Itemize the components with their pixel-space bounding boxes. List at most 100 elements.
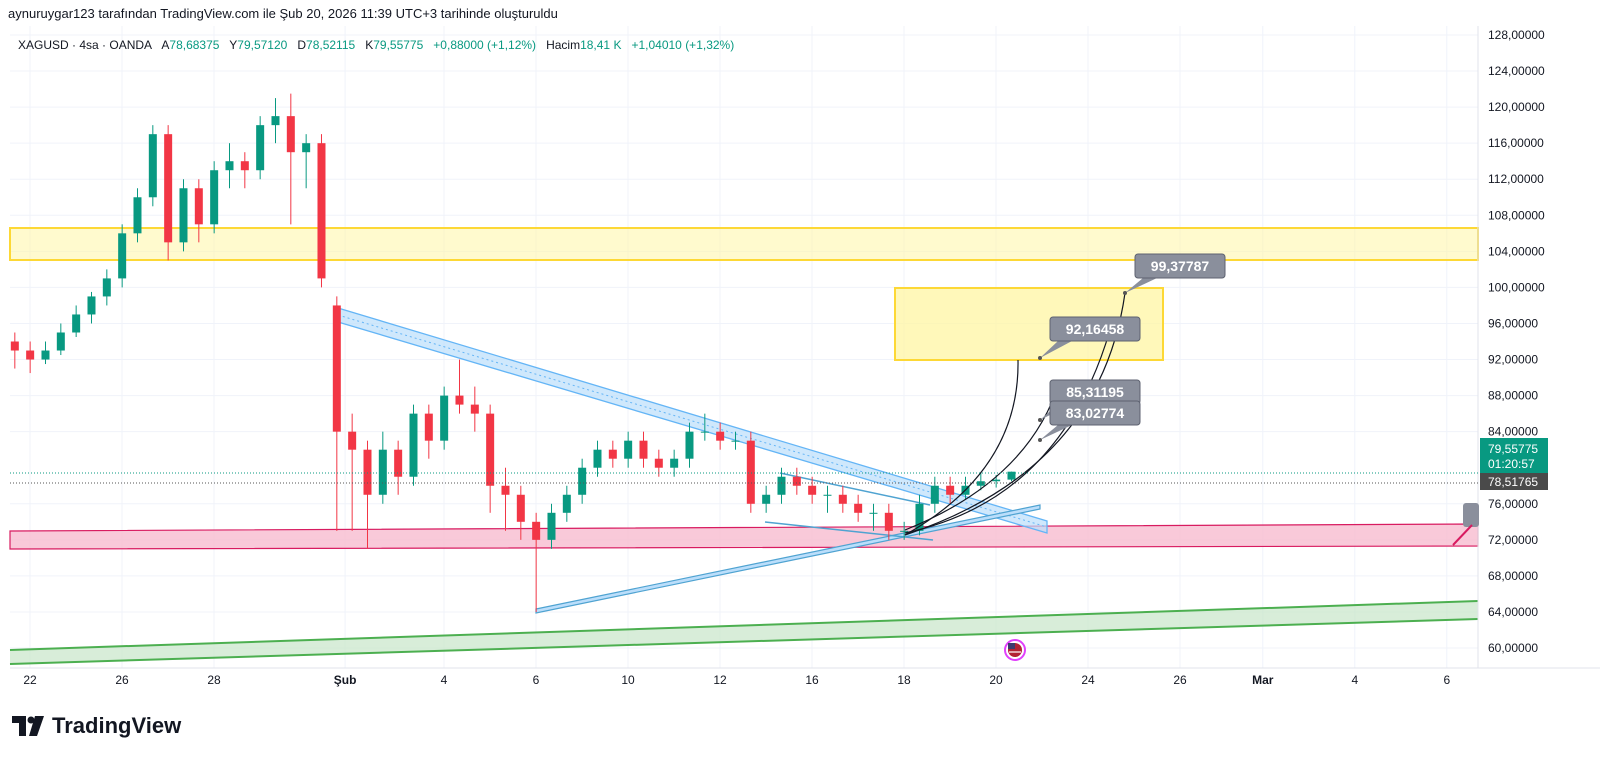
candle <box>87 291 96 324</box>
candle-body <box>884 512 893 531</box>
high-label: Y <box>229 38 238 52</box>
candle-body <box>624 440 633 459</box>
candle-body <box>87 296 96 315</box>
tradingview-logo[interactable]: TradingView <box>12 713 181 739</box>
date-tick: 22 <box>23 673 37 687</box>
price-tick: 116,00000 <box>1488 136 1544 150</box>
date-tick: 10 <box>621 673 635 687</box>
candle <box>440 386 449 450</box>
ascending-trendline[interactable] <box>535 504 1041 614</box>
candle <box>884 503 893 540</box>
candle-body <box>578 467 587 495</box>
candle <box>363 440 372 549</box>
candle-body <box>72 314 81 333</box>
target-callout[interactable]: 83,02774 <box>1038 400 1141 442</box>
candle <box>792 467 801 495</box>
date-tick: 28 <box>207 673 221 687</box>
candle <box>593 440 602 477</box>
candle-body <box>348 431 357 450</box>
chart-attribution: aynuruygar123 tarafından TradingView.com… <box>8 6 558 21</box>
candle <box>700 413 709 441</box>
green-channel-top[interactable] <box>9 600 1479 651</box>
candle-body <box>762 494 771 504</box>
candle-body <box>900 530 909 532</box>
candle <box>578 458 587 504</box>
candle <box>532 512 541 612</box>
price-axis[interactable]: 128,00000 124,00000 120,00000 116,00000 112,… <box>1488 28 1545 655</box>
callout-anchor <box>1123 291 1127 295</box>
last-price-badge <box>1480 438 1548 473</box>
date-tick: 20 <box>989 673 1003 687</box>
candle <box>777 467 786 504</box>
candle <box>823 485 832 513</box>
candle-body <box>440 395 449 441</box>
candle <box>486 404 495 513</box>
volume-value: 18,41 K <box>580 38 622 52</box>
tradingview-wordmark: TradingView <box>52 713 182 738</box>
price-tick: 68,00000 <box>1488 569 1538 583</box>
candle-body <box>639 440 648 459</box>
target-callout[interactable]: 92,16458 <box>1038 316 1141 360</box>
candle <box>56 323 65 356</box>
offscreen-callout[interactable] <box>1463 503 1479 527</box>
price-tick: 100,00000 <box>1488 280 1545 294</box>
candle-body <box>808 485 817 495</box>
candle-body <box>409 413 418 477</box>
candle <box>976 472 985 491</box>
candle-body <box>823 494 832 496</box>
candle-body <box>777 476 786 495</box>
candle-body <box>302 143 311 153</box>
price-tick: 72,00000 <box>1488 533 1538 547</box>
candle-body <box>654 458 663 468</box>
candle <box>562 485 571 522</box>
candle-body <box>547 512 556 540</box>
resistance-zone[interactable] <box>9 227 1479 261</box>
candle <box>394 440 403 495</box>
candle-body <box>731 440 740 442</box>
callout-text: 85,31195 <box>1066 384 1124 400</box>
candle-body <box>210 170 219 225</box>
candle-body <box>593 449 602 468</box>
green-channel[interactable] <box>10 601 1478 664</box>
close-label: K <box>365 38 374 52</box>
callout-pointer <box>1125 278 1157 293</box>
callout-box <box>1049 400 1141 426</box>
candle <box>1007 471 1016 482</box>
callout-anchor <box>1038 356 1042 360</box>
callout-box <box>1134 253 1226 279</box>
candle <box>240 152 249 189</box>
candle <box>731 431 740 450</box>
candle <box>746 431 755 513</box>
symbol-info[interactable]: XAGUSD · 4sa · OANDA <box>18 38 153 52</box>
projection-curve-4[interactable] <box>904 329 1111 534</box>
flag-icon[interactable] <box>1004 639 1026 661</box>
offscreen-callout-pointer <box>1452 524 1473 546</box>
triangle-lower-line[interactable] <box>764 521 934 541</box>
candle <box>854 494 863 522</box>
time-axis[interactable]: 22 26 28 Şub 4 6 10 12 16 18 20 24 26 Mar 4 6 <box>23 673 1450 687</box>
date-tick: 26 <box>115 673 129 687</box>
candle-body <box>394 449 403 477</box>
change-value: +0,88000 (+1,12%) <box>433 38 537 52</box>
prev-price-text: 78,51765 <box>1488 475 1538 489</box>
candle <box>455 359 464 414</box>
target-callout[interactable]: 99,37787 <box>1123 253 1226 295</box>
triangle-upper-line[interactable] <box>779 472 931 506</box>
green-channel-bottom[interactable] <box>9 618 1479 665</box>
volume-change-value: +1,04010 (+1,32%) <box>631 38 735 52</box>
candle <box>225 143 234 189</box>
date-tick: Şub <box>334 673 357 687</box>
candle-body <box>455 395 464 405</box>
candle <box>271 98 280 144</box>
support-zone[interactable] <box>9 523 1479 550</box>
candle <box>915 494 924 536</box>
callout-anchor <box>1038 418 1042 422</box>
candle-body <box>915 503 924 531</box>
candle <box>424 404 433 459</box>
candle-body <box>133 197 142 234</box>
candle <box>869 503 878 531</box>
candle <box>210 161 219 234</box>
low-value: 78,52115 <box>306 38 356 52</box>
candle-body <box>792 476 801 486</box>
